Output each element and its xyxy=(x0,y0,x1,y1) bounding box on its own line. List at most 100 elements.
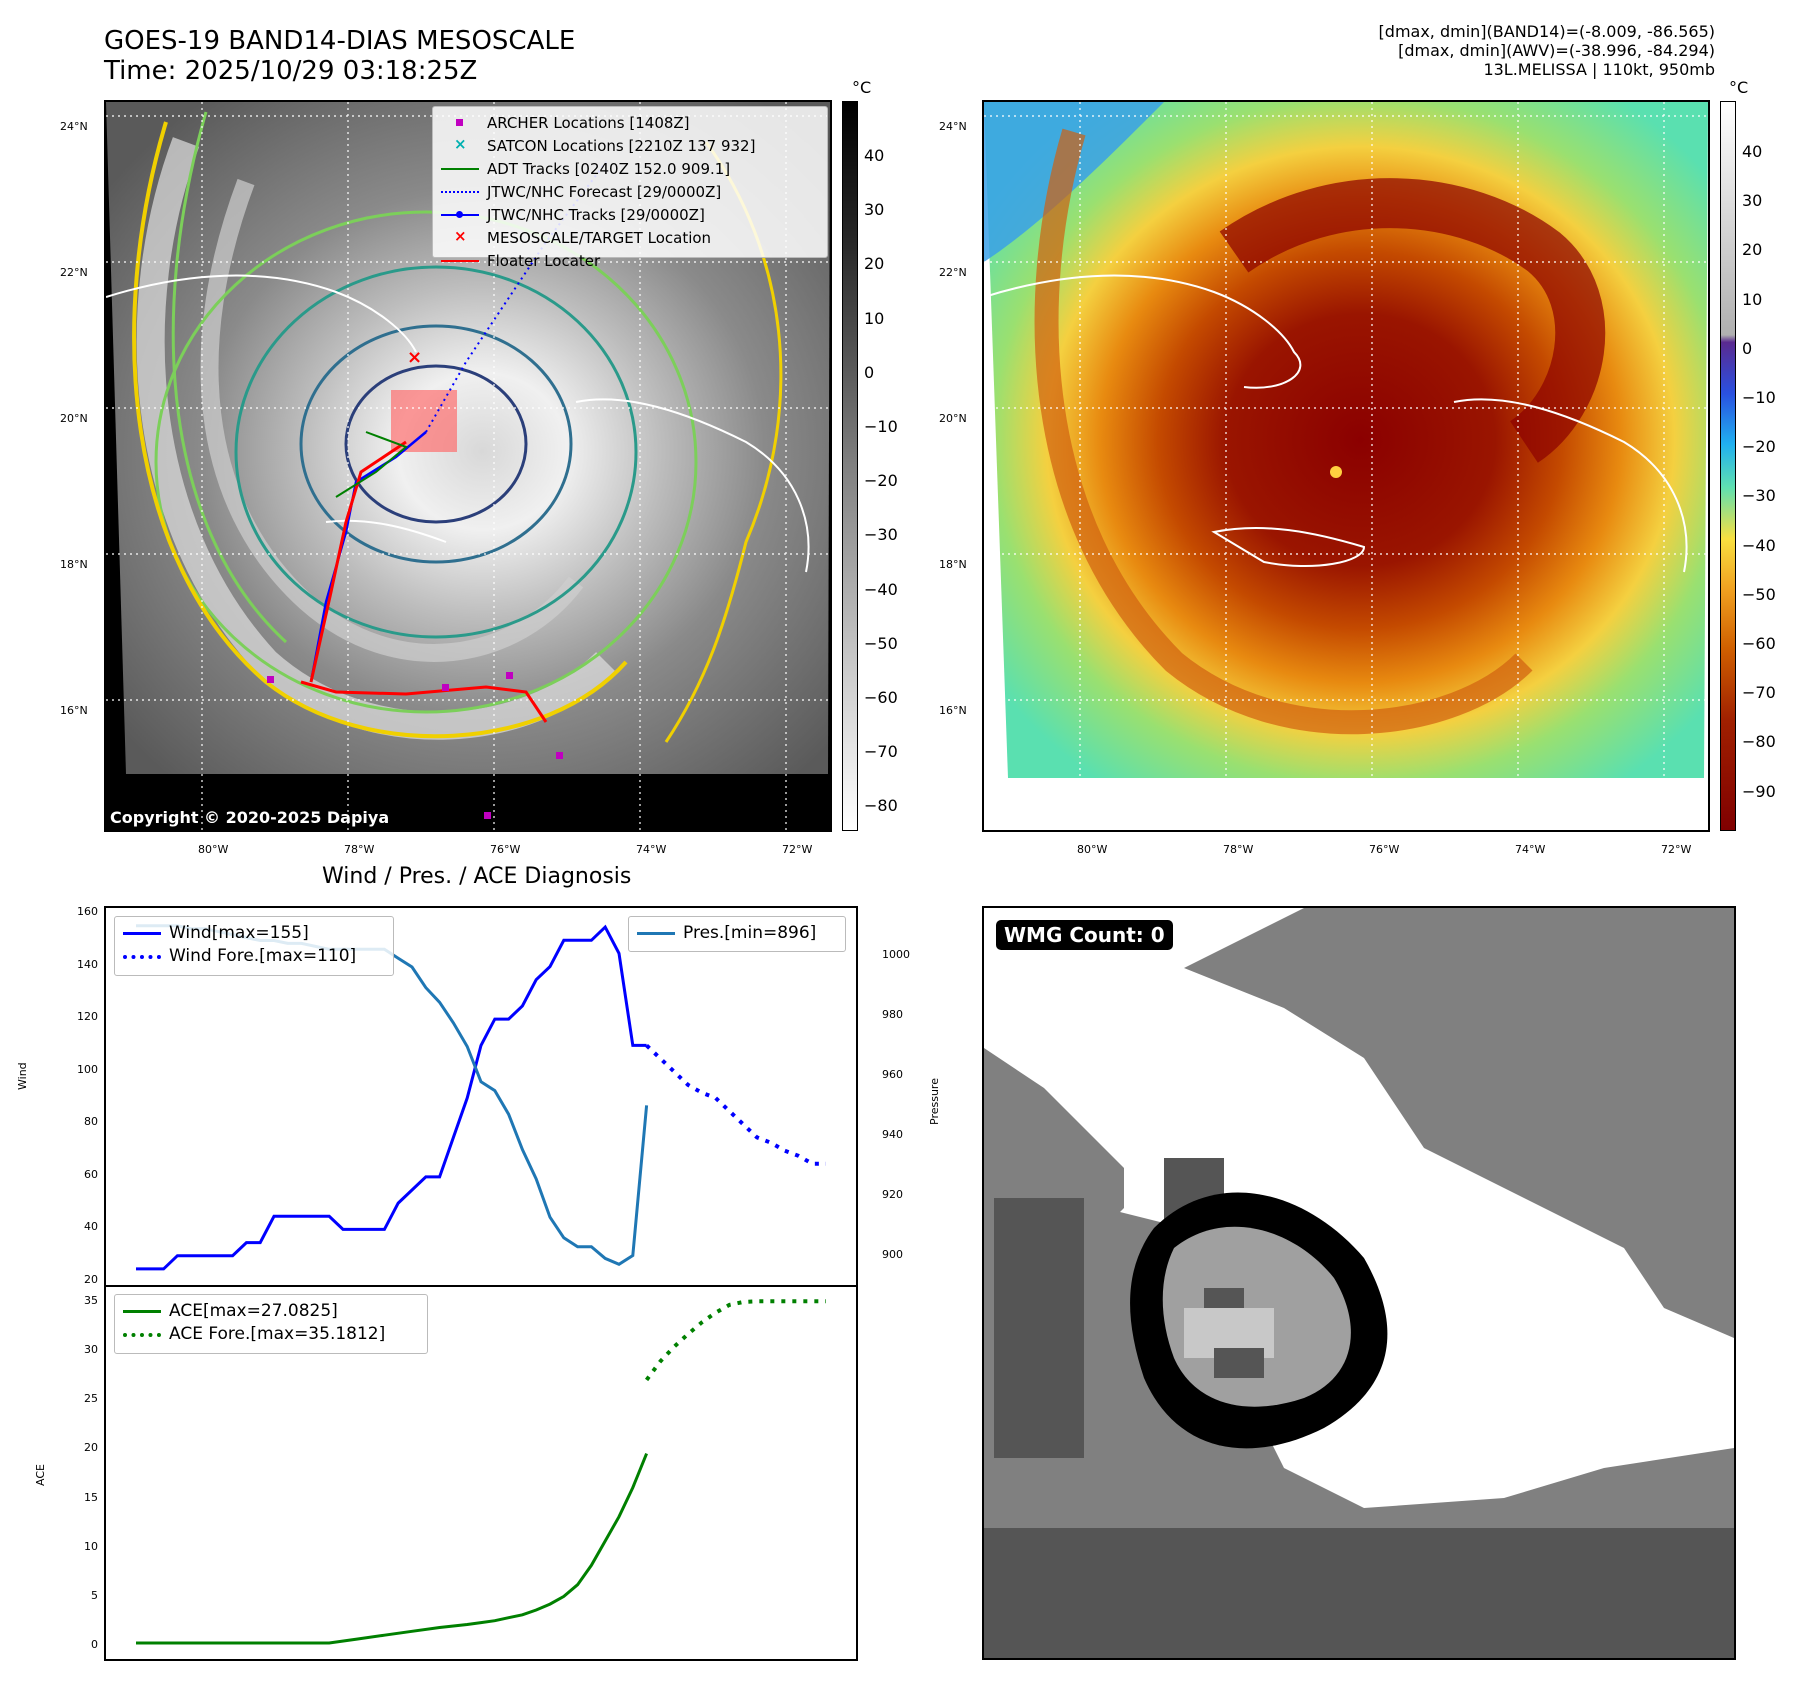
wind-line-icon xyxy=(123,925,161,941)
lon-label-80-left: 80°W xyxy=(198,843,229,856)
wmg-count-badge: WMG Count: 0 xyxy=(996,920,1173,950)
mesoscale-target-marker: × xyxy=(407,347,422,368)
colorbar-right-tick: 20 xyxy=(1742,240,1763,260)
lon-label-80-right: 80°W xyxy=(1077,843,1108,856)
awv-map-image xyxy=(984,102,1708,830)
lat-label-16-left: 16°N xyxy=(60,704,88,717)
legend-item-wind-forecast: Wind Fore.[max=110] xyxy=(123,944,385,967)
legend-item-satcon: × SATCON Locations [2210Z 137 932] xyxy=(441,134,819,157)
colorbar-right-tick: 40 xyxy=(1742,142,1763,161)
colorbar-right-tick: 10 xyxy=(1742,289,1763,309)
lat-label-22-right: 22°N xyxy=(939,266,967,279)
colorbar-right-tick: −20 xyxy=(1742,437,1776,457)
tracks-line-dot-icon xyxy=(441,207,479,223)
series-line-ace-fore- xyxy=(644,1299,826,1382)
colorbar-left-tick: −30 xyxy=(864,525,898,545)
ace-ylabel: ACE xyxy=(34,1464,47,1486)
wind-legend: Wind[max=155] Wind Fore.[max=110] xyxy=(114,916,394,976)
figure-title: GOES-19 BAND14-DIAS MESOSCALE Time: 2025… xyxy=(104,26,575,86)
wmg-panel: WMG Count: 0 xyxy=(982,906,1736,1660)
lat-label-18-left: 18°N xyxy=(60,558,88,571)
colorbar-left xyxy=(842,101,858,831)
mesoscale-x-icon: × xyxy=(454,226,467,245)
adt-track xyxy=(335,431,408,498)
wind-y-tick: 20 xyxy=(84,1273,98,1286)
legend-item-floater: Floater Locater xyxy=(441,249,819,272)
colorbar-left-tick: −70 xyxy=(864,742,898,762)
ace-y-tick: 15 xyxy=(84,1490,98,1504)
lat-label-18-right: 18°N xyxy=(939,558,967,571)
awv-map-gridlines xyxy=(984,102,1708,830)
colorbar-left-tick: 40 xyxy=(864,146,885,165)
lon-label-76-right: 76°W xyxy=(1369,843,1400,856)
info-line-3: 13L.MELISSA | 110kt, 950mb xyxy=(1483,60,1715,79)
colorbar-right xyxy=(1720,101,1736,831)
legend-item-forecast: JTWC/NHC Forecast [29/0000Z] xyxy=(441,180,819,203)
series-line-wind xyxy=(136,924,647,1271)
pressure-y-tick: 920 xyxy=(882,1188,903,1201)
ace-y-tick: 0 xyxy=(91,1638,98,1651)
colorbar-right-tick: −90 xyxy=(1742,781,1776,801)
floater-box xyxy=(391,390,457,452)
pressure-y-tick: 960 xyxy=(882,1068,903,1081)
colorbar-left-tick: −10 xyxy=(864,417,898,436)
colorbar-right-tick: −10 xyxy=(1742,388,1776,407)
lon-label-74-right: 74°W xyxy=(1515,843,1546,856)
pressure-legend: Pres.[min=896] xyxy=(628,916,846,952)
legend-item-adt: ADT Tracks [0240Z 152.0 909.1] xyxy=(441,157,819,180)
colorbar-right-tick: −50 xyxy=(1742,584,1776,604)
ace-y-tick: 10 xyxy=(84,1539,98,1553)
colorbar-left-unit: °C xyxy=(852,78,872,97)
pressure-y-tick: 940 xyxy=(882,1128,903,1141)
legend-item-tracks: JTWC/NHC Tracks [29/0000Z] xyxy=(441,203,819,226)
map-legend: ARCHER Locations [1408Z] × SATCON Locati… xyxy=(432,106,828,270)
ace-y-tick: 5 xyxy=(91,1588,98,1602)
adt-line-icon xyxy=(441,161,479,177)
pressure-ylabel: Pressure xyxy=(928,1078,941,1125)
title-line-2: Time: 2025/10/29 03:18:25Z xyxy=(104,56,478,86)
lon-label-72-right: 72°W xyxy=(1661,843,1692,856)
lat-label-16-right: 16°N xyxy=(939,704,967,717)
colorbar-left-tick: −60 xyxy=(864,688,898,707)
lat-label-24-left: 24°N xyxy=(60,120,88,133)
colorbar-right-tick: −60 xyxy=(1742,634,1776,653)
storm-info: [dmax, dmin](BAND14)=(-8.009, -86.565) [… xyxy=(1379,22,1715,79)
forecast-dotted-icon xyxy=(441,184,479,200)
wind-forecast-dotted-icon xyxy=(123,948,161,964)
lat-label-20-left: 20°N xyxy=(60,412,88,425)
pressure-y-tick: 900 xyxy=(882,1248,903,1261)
colorbar-right-tick: −80 xyxy=(1742,732,1776,752)
lon-label-78-left: 78°W xyxy=(344,843,375,856)
ir-map-panel: × ARCHER Locations [1408Z] × SATCON Loca… xyxy=(104,100,832,832)
legend-item-mesoscale: × MESOSCALE/TARGET Location xyxy=(441,226,819,249)
wmg-image xyxy=(984,908,1734,1658)
ace-line-icon xyxy=(123,1303,161,1319)
colorbar-left-tick: 30 xyxy=(864,200,885,220)
awv-map-panel xyxy=(982,100,1710,832)
lat-label-22-left: 22°N xyxy=(60,266,88,279)
colorbar-right-tick: 30 xyxy=(1742,191,1763,211)
wind-y-tick: 140 xyxy=(77,957,98,971)
pressure-line-icon xyxy=(637,925,675,941)
lon-label-78-right: 78°W xyxy=(1223,843,1254,856)
colorbar-left-tick: −80 xyxy=(864,796,898,816)
wind-y-tick: 120 xyxy=(77,1010,98,1024)
colorbar-left-tick: −40 xyxy=(864,579,898,599)
pressure-y-tick: 1000 xyxy=(882,948,910,961)
legend-item-ace: ACE[max=27.0825] xyxy=(123,1299,419,1322)
colorbar-right-tick: 0 xyxy=(1742,338,1753,358)
ace-y-tick: 25 xyxy=(84,1392,98,1406)
copyright-text: Copyright © 2020-2025 Dapiya xyxy=(110,808,390,827)
legend-item-ace-forecast: ACE Fore.[max=35.1812] xyxy=(123,1322,419,1345)
colorbar-right-tick: −70 xyxy=(1742,683,1776,703)
ace-plot-area xyxy=(136,1299,826,1645)
wind-y-tick: 60 xyxy=(84,1167,98,1181)
ace-y-tick: 20 xyxy=(84,1441,98,1455)
info-line-1: [dmax, dmin](BAND14)=(-8.009, -86.565) xyxy=(1378,22,1715,41)
colorbar-right-tick: −30 xyxy=(1742,486,1776,506)
satcon-x-icon: × xyxy=(454,134,467,153)
ace-y-tick: 35 xyxy=(84,1294,98,1307)
series-line-wind-fore- xyxy=(645,1043,826,1166)
title-line-1: GOES-19 BAND14-DIAS MESOSCALE xyxy=(104,26,576,56)
awv-eye xyxy=(1330,466,1342,478)
